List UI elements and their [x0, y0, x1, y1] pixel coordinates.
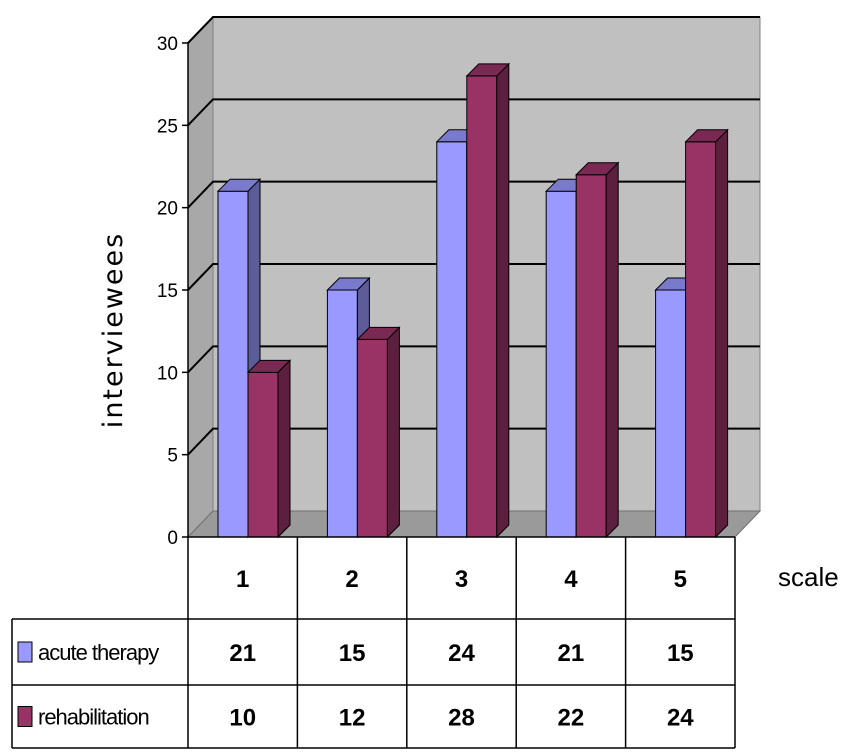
- gridline: [187, 16, 760, 44]
- y-tick-label: 15: [157, 281, 178, 302]
- bar-rehabilitation-2: [356, 326, 401, 539]
- bar-side: [496, 62, 510, 539]
- data-label-rehabilitation: 28: [448, 705, 475, 732]
- data-label-acute-therapy: 15: [339, 640, 366, 667]
- bar-side: [605, 161, 619, 539]
- data-label-acute-therapy: 21: [229, 640, 256, 667]
- bar-side: [386, 326, 400, 539]
- data-label-acute-therapy: 21: [558, 640, 585, 667]
- data-label-rehabilitation: 22: [558, 705, 585, 732]
- y-tick-label: 5: [167, 446, 178, 467]
- bar-front: [466, 75, 498, 538]
- bar-rehabilitation-3: [465, 62, 511, 539]
- y-axis-label: interviewees: [98, 232, 129, 428]
- bar-front: [575, 174, 607, 538]
- legend-swatch-rehabilitation: [17, 706, 33, 727]
- bar-top: [356, 326, 401, 340]
- legend-label-acute-therapy: acute therapy: [38, 640, 159, 665]
- bar-acute-therapy-1: [216, 177, 262, 539]
- x-tick-label: 1: [236, 566, 249, 593]
- bar-rehabilitation-4: [574, 161, 620, 539]
- bar-top: [216, 178, 262, 192]
- x-axis-label: scale: [778, 562, 839, 592]
- gridline: [187, 98, 760, 127]
- bar-side: [715, 128, 729, 539]
- bar-rehabilitation-5: [684, 128, 729, 539]
- legend-label-rehabilitation: rehabilitation: [38, 705, 149, 730]
- bar-top: [684, 129, 729, 143]
- data-label-rehabilitation: 24: [667, 705, 694, 732]
- bar-front: [356, 338, 388, 538]
- x-tick-label: 2: [345, 566, 358, 593]
- bar-front: [247, 371, 279, 538]
- x-tick-label: 4: [564, 566, 578, 593]
- bar-rehabilitation-1: [246, 359, 292, 539]
- y-tick-label: 10: [157, 363, 178, 384]
- y-tick-label: 25: [157, 116, 178, 137]
- data-label-rehabilitation: 12: [339, 705, 366, 732]
- data-label-acute-therapy: 15: [667, 640, 694, 667]
- x-tick-label: 5: [674, 566, 687, 593]
- x-tick-label: 3: [455, 566, 468, 593]
- bar-top: [246, 359, 292, 373]
- bar-top: [465, 63, 511, 77]
- bar-top: [574, 162, 620, 176]
- y-tick-label: 0: [167, 528, 178, 549]
- bar-front: [545, 190, 577, 538]
- data-label-rehabilitation: 10: [229, 705, 256, 732]
- bar-front: [685, 141, 717, 538]
- bar-front: [655, 289, 687, 538]
- bar-front: [326, 289, 358, 538]
- y-tick-label: 20: [157, 199, 178, 220]
- bar-front: [436, 141, 468, 538]
- legend-swatch-acute-therapy: [17, 641, 33, 663]
- bar-side: [277, 359, 291, 539]
- y-tick-label: 30: [157, 34, 178, 55]
- bar-front: [217, 190, 249, 538]
- bar-top: [326, 277, 371, 291]
- data-label-acute-therapy: 24: [448, 640, 475, 667]
